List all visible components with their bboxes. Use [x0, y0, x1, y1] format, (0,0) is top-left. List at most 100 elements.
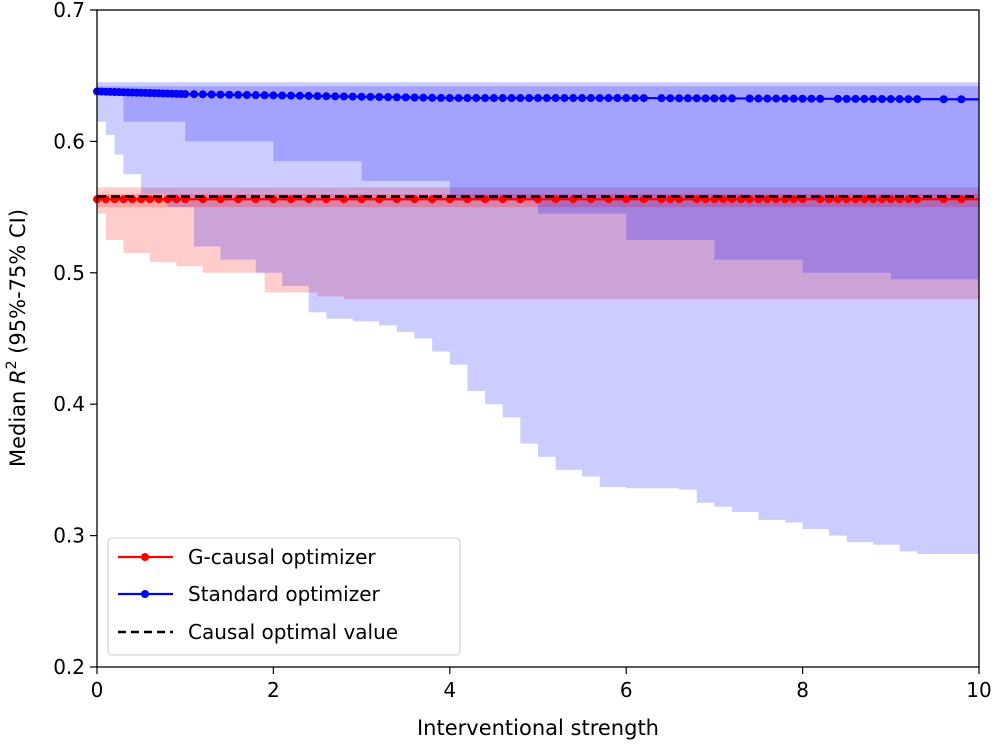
standard-optimizer-point [278, 91, 287, 100]
standard-optimizer-point [701, 94, 710, 103]
x-axis: 0 2 4 6 8 10 [91, 667, 992, 702]
standard-optimizer-point [216, 90, 225, 99]
legend-marker-standard [141, 590, 149, 598]
standard-optimizer-point [851, 94, 860, 103]
g-causal-optimizer-point [216, 195, 225, 204]
legend-label-causal-optimal: Causal optimal value [188, 620, 398, 644]
series-markers [93, 87, 979, 204]
standard-optimizer-point [833, 94, 842, 103]
standard-optimizer-point [436, 93, 445, 102]
standard-optimizer-point [190, 90, 199, 99]
y-tick-label: 0.6 [53, 129, 85, 153]
standard-optimizer-point [586, 94, 595, 103]
standard-optimizer-point [604, 94, 613, 103]
standard-optimizer-point [198, 90, 207, 99]
standard-optimizer-point [463, 94, 472, 103]
standard-optimizer-point [745, 94, 754, 103]
standard-optimizer-point [401, 93, 410, 102]
standard-optimizer-point [683, 94, 692, 103]
x-tick-label: 2 [267, 678, 280, 702]
standard-optimizer-point [622, 94, 631, 103]
standard-optimizer-point [322, 92, 331, 101]
standard-optimizer-point [419, 93, 428, 102]
y-axis-label: Median R2 (95%-75% CI) [4, 209, 30, 467]
standard-optimizer-point [507, 94, 516, 103]
y-axis: 0.2 0.3 0.4 0.5 0.6 0.7 [53, 0, 97, 679]
standard-optimizer-point [287, 91, 296, 100]
y-tick-label: 0.5 [53, 261, 85, 285]
x-tick-label: 8 [796, 678, 809, 702]
standard-optimizer-point [639, 94, 648, 103]
plot-frame [96, 9, 980, 668]
standard-optimizer-point [392, 93, 401, 102]
standard-optimizer-point [551, 94, 560, 103]
standard-optimizer-point [304, 91, 313, 100]
standard-optimizer-point [348, 92, 357, 101]
standard-optimizer-point [498, 94, 507, 103]
standard-optimizer-point [269, 91, 278, 100]
y-tick-label: 0.3 [53, 524, 85, 548]
standard-optimizer-point [710, 94, 719, 103]
standard-optimizer-point [366, 92, 375, 101]
standard-optimizer-point [939, 95, 948, 104]
standard-optimizer-point [692, 94, 701, 103]
standard-optimizer-point [816, 94, 825, 103]
standard-optimizer-point [789, 94, 798, 103]
standard-optimizer-point [339, 92, 348, 101]
standard-optimizer-point [242, 91, 251, 100]
standard-optimizer-point [798, 94, 807, 103]
standard-optimizer-point [886, 95, 895, 104]
legend-label-g-causal: G-causal optimizer [188, 545, 376, 569]
standard-optimizer-point [578, 94, 587, 103]
standard-optimizer-point [181, 90, 190, 99]
g-causal-optimizer-outer-band [97, 187, 979, 300]
standard-optimizer-point [631, 94, 640, 103]
standard-optimizer-point [542, 94, 551, 103]
standard-optimizer-point [754, 94, 763, 103]
standard-optimizer-point [516, 94, 525, 103]
g-causal-optimizer-point [622, 195, 631, 204]
x-tick-label: 10 [966, 678, 991, 702]
standard-optimizer-point [313, 92, 322, 101]
x-tick-label: 6 [620, 678, 633, 702]
standard-optimizer-point [225, 90, 234, 99]
standard-optimizer-point [251, 91, 260, 100]
x-axis-label: Interventional strength [417, 716, 659, 740]
standard-optimizer-point [207, 90, 216, 99]
standard-optimizer-point [260, 91, 269, 100]
standard-optimizer-point [410, 93, 419, 102]
standard-optimizer-point [860, 94, 869, 103]
g-causal-optimizer-point [692, 195, 701, 204]
standard-optimizer-point [454, 94, 463, 103]
standard-optimizer-inner-band [97, 86, 979, 284]
standard-optimizer-point [957, 95, 966, 104]
standard-optimizer-point [719, 94, 728, 103]
standard-optimizer-point [895, 95, 904, 104]
standard-optimizer-point [666, 94, 675, 103]
g-causal-optimizer-point [860, 195, 869, 204]
standard-optimizer-point [384, 93, 393, 102]
standard-optimizer-point [675, 94, 684, 103]
standard-optimizer-point [569, 94, 578, 103]
standard-optimizer-point [357, 92, 366, 101]
standard-optimizer-point [525, 94, 534, 103]
standard-optimizer-point [904, 95, 913, 104]
standard-optimizer-point [595, 94, 604, 103]
y-tick-label: 0.4 [53, 392, 85, 416]
y-tick-label: 0.2 [53, 655, 85, 679]
standard-optimizer-point [560, 94, 569, 103]
standard-optimizer-point [375, 92, 384, 101]
standard-optimizer-point [913, 95, 922, 104]
standard-optimizer-point [428, 93, 437, 102]
standard-optimizer-point [534, 94, 542, 103]
legend-marker-g-causal [141, 553, 149, 561]
standard-optimizer-point [657, 94, 666, 103]
standard-optimizer-point [763, 94, 772, 103]
standard-optimizer-point [780, 94, 789, 103]
standard-optimizer-point [869, 94, 878, 103]
standard-optimizer-point [877, 94, 886, 103]
legend-label-standard: Standard optimizer [188, 582, 381, 606]
standard-optimizer-point [772, 94, 781, 103]
x-tick-label: 0 [91, 678, 104, 702]
